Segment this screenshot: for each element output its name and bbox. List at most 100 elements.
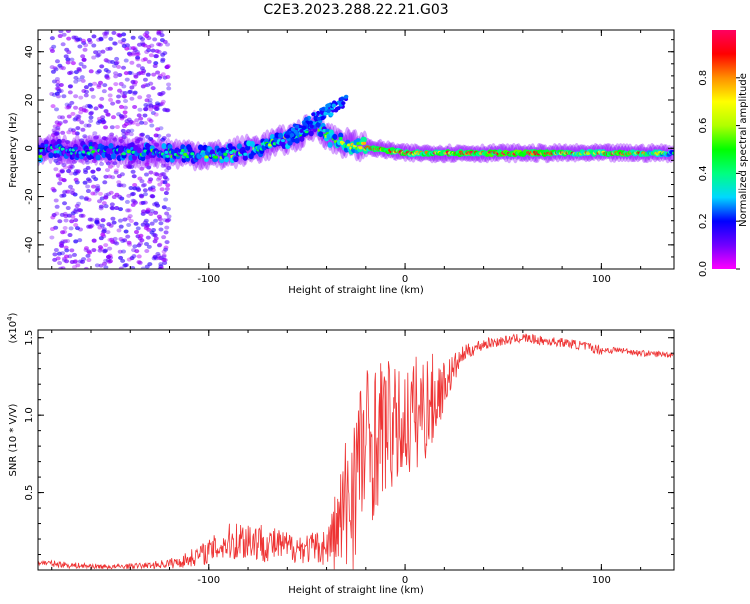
heatmap-cell xyxy=(166,86,172,91)
heatmap-cell xyxy=(86,258,92,263)
heatmap-cell xyxy=(126,257,132,262)
heatmap-cell xyxy=(99,96,105,101)
spectrogram-y-ticks: -40 -20 0 20 40 xyxy=(24,39,674,270)
heatmap-cell xyxy=(135,139,141,144)
heatmap-cell xyxy=(343,94,349,99)
heatmap-cell xyxy=(56,251,62,256)
heatmap-cell xyxy=(109,202,115,207)
heatmap-cell xyxy=(318,131,324,138)
heatmap-cell xyxy=(142,188,148,193)
heatmap-cell xyxy=(146,244,152,249)
colorbar-ticks: 0.0 0.2 0.4 0.6 0.8 xyxy=(698,70,740,277)
heatmap-cell xyxy=(49,65,55,70)
heatmap-cell xyxy=(107,164,113,169)
heatmap-cell xyxy=(111,136,117,141)
heatmap-cell xyxy=(131,248,137,253)
heatmap-cell xyxy=(125,208,131,213)
heatmap-cell xyxy=(82,134,88,139)
heatmap-cell xyxy=(329,112,334,117)
heatmap-cell xyxy=(146,44,152,49)
heatmap-cell xyxy=(100,218,106,223)
heatmap-cell xyxy=(294,124,300,129)
heatmap-cell xyxy=(145,235,151,240)
heatmap-cell xyxy=(60,266,66,269)
heatmap-cell xyxy=(150,187,156,192)
heatmap-cell xyxy=(121,183,127,188)
heatmap-cell xyxy=(142,113,148,118)
heatmap-cell xyxy=(53,225,59,230)
spectrogram-y-tick-label: -40 xyxy=(24,237,35,253)
heatmap-cell xyxy=(338,132,344,139)
heatmap-cell xyxy=(223,156,230,163)
heatmap-cell xyxy=(132,186,138,191)
heatmap-cell xyxy=(162,39,168,44)
heatmap-cell xyxy=(81,64,87,69)
heatmap-cell xyxy=(285,131,290,136)
heatmap-cell xyxy=(100,49,106,54)
heatmap-cell xyxy=(308,120,313,125)
heatmap-cell xyxy=(118,136,124,141)
heatmap-cell xyxy=(111,30,117,35)
heatmap-cell xyxy=(144,98,150,103)
heatmap-peak xyxy=(190,152,195,156)
heatmap-cell xyxy=(132,104,138,109)
heatmap-cell xyxy=(85,253,91,258)
heatmap-cell xyxy=(146,117,152,122)
heatmap-cell xyxy=(114,206,120,211)
heatmap-cell xyxy=(108,223,114,228)
heatmap-cell xyxy=(126,117,132,122)
heatmap-cell xyxy=(334,106,340,111)
heatmap-cell xyxy=(96,85,102,90)
heatmap-cell xyxy=(136,160,142,165)
heatmap-cell xyxy=(164,240,170,245)
heatmap-cell xyxy=(69,57,75,62)
heatmap-cell xyxy=(64,259,70,264)
heatmap-cell xyxy=(150,48,156,53)
heatmap-cell xyxy=(142,192,148,197)
heatmap-cell xyxy=(83,93,89,98)
heatmap-cell xyxy=(153,218,159,223)
heatmap-cell xyxy=(97,248,103,253)
heatmap-cell xyxy=(158,92,164,97)
snr-y-scale: (x104) xyxy=(6,312,19,343)
heatmap-cell xyxy=(161,235,167,240)
heatmap-cell xyxy=(320,107,326,112)
heatmap-cell xyxy=(160,52,166,57)
heatmap-cell xyxy=(136,243,142,248)
heatmap-cell xyxy=(145,72,151,77)
heatmap-cell xyxy=(164,156,171,163)
heatmap-cell xyxy=(65,30,71,34)
heatmap-cell xyxy=(140,84,146,89)
spectrogram-x-label: Height of straight line (km) xyxy=(288,285,424,296)
heatmap-cell xyxy=(159,187,165,192)
heatmap-cell xyxy=(58,177,64,182)
heatmap-cell xyxy=(123,98,129,103)
heatmap-peak xyxy=(243,152,248,156)
heatmap-cell xyxy=(134,118,140,123)
heatmap-cell xyxy=(113,170,119,175)
heatmap-cell xyxy=(77,44,83,49)
heatmap-cell xyxy=(60,115,66,120)
heatmap-cell xyxy=(146,227,152,232)
heatmap-cell xyxy=(108,143,114,150)
heatmap-cell xyxy=(139,66,145,71)
heatmap-cell xyxy=(38,156,43,163)
heatmap-cell xyxy=(89,223,95,228)
heatmap-cell xyxy=(99,223,105,228)
heatmap-cell xyxy=(103,265,109,269)
heatmap-cell xyxy=(165,42,171,47)
heatmap-cell xyxy=(97,191,103,196)
heatmap-peak xyxy=(268,143,273,147)
heatmap-cell xyxy=(301,125,307,130)
colorbar-tick-label: 0.0 xyxy=(698,261,709,277)
heatmap-cell xyxy=(152,37,158,42)
heatmap-cell xyxy=(118,224,124,229)
snr-panel: -100 0 100 0.5 1.0 1.5 Height of straight li… xyxy=(6,312,675,596)
heatmap-cell xyxy=(73,207,79,212)
heatmap-cell xyxy=(163,247,169,252)
heatmap-cell xyxy=(143,107,149,112)
heatmap-cell xyxy=(87,82,93,87)
heatmap-cell xyxy=(62,211,68,216)
heatmap-cell xyxy=(136,137,142,142)
heatmap-cell xyxy=(73,35,79,40)
